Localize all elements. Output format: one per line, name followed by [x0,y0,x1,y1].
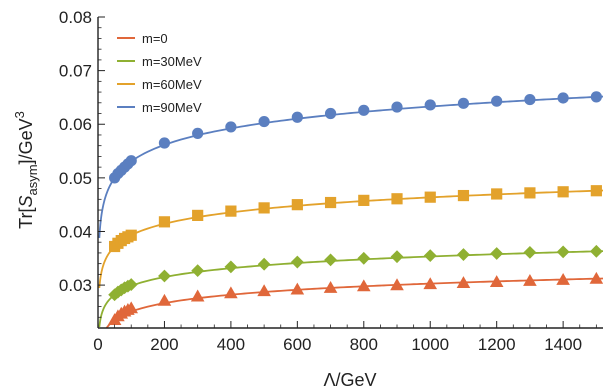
y-tick-label: 0.05 [59,169,92,188]
data-point [457,248,470,261]
data-point [489,275,504,287]
data-point [257,257,271,271]
data-point [390,250,404,264]
data-point [457,97,470,109]
series-curves [98,95,603,328]
x-tick-label: 600 [283,335,311,354]
data-point [491,188,503,200]
data-point [324,253,337,267]
y-tick-label: 0.06 [59,115,92,134]
x-tick-label: 0 [93,335,102,354]
data-point [556,245,570,259]
data-point [257,284,271,297]
x-axis-title: Λ/GeV [323,370,376,390]
legend-label: m=0 [142,31,168,46]
data-point [124,278,138,291]
data-point [590,185,602,197]
data-point [523,245,537,259]
data-point [491,95,503,107]
data-point [356,279,371,292]
series-curve [98,250,603,328]
data-point [523,274,537,286]
data-point [524,187,536,199]
y-tick-label: 0.03 [59,276,92,295]
data-point [158,216,171,228]
legend-label: m=60MeV [142,77,202,92]
series-curve [98,189,603,288]
series-markers [107,91,603,326]
data-point [456,276,471,289]
x-tick-label: 1000 [411,335,449,354]
data-point [125,229,137,241]
data-point [158,269,171,283]
x-tick-label: 1200 [478,335,516,354]
data-point [358,194,370,206]
data-point [490,247,504,260]
data-point [224,286,238,299]
data-point [191,264,205,278]
axes-frame [97,17,603,329]
data-point [157,293,172,306]
x-tick-label: 400 [217,335,245,354]
data-point [324,196,337,209]
y-tick-label: 0.07 [59,62,92,81]
data-point [589,271,603,284]
data-point [224,260,238,274]
data-point [557,186,569,198]
data-point [424,191,436,203]
data-point [290,282,305,295]
data-point [524,93,536,106]
y-tick-label: 0.08 [59,8,92,27]
data-point [258,115,270,128]
data-point [423,249,437,263]
data-point [225,205,237,217]
legend-label: m=90MeV [142,100,202,115]
data-point [125,155,137,167]
data-point [158,137,171,149]
data-point [357,251,371,265]
data-point [225,121,237,133]
data-point [556,272,570,285]
y-axis-title: Tr[Sasym]/GeV3 [12,111,40,229]
data-point [124,301,139,314]
data-point [391,193,403,205]
data-point [192,127,204,139]
data-point [457,189,470,202]
data-point [290,255,304,269]
data-point [291,199,303,211]
y-tick-label: 0.04 [59,222,92,241]
x-axis-ticks: 0 200 400 600 800 1000 1200 1400 [93,321,597,354]
data-point [424,99,436,111]
data-point [192,209,204,221]
data-point [390,278,404,291]
legend-label: m=30MeV [142,54,202,69]
data-point [423,277,438,290]
data-point [557,92,569,104]
data-point [391,101,403,113]
data-point [258,202,270,214]
data-point [291,111,303,123]
y-axis-ticks: 0.03 0.04 0.05 0.06 0.07 0.08 [59,8,105,329]
data-point [190,289,205,302]
series-curve [98,95,603,239]
data-point [323,280,338,293]
x-tick-label: 800 [350,335,378,354]
data-point [324,107,337,120]
x-tick-label: 1400 [544,335,582,354]
data-point [358,104,370,116]
x-tick-label: 200 [150,335,178,354]
data-point [590,91,602,103]
data-point [589,244,603,258]
legend: m=0 m=30MeV m=60MeV m=90MeV [117,31,202,115]
